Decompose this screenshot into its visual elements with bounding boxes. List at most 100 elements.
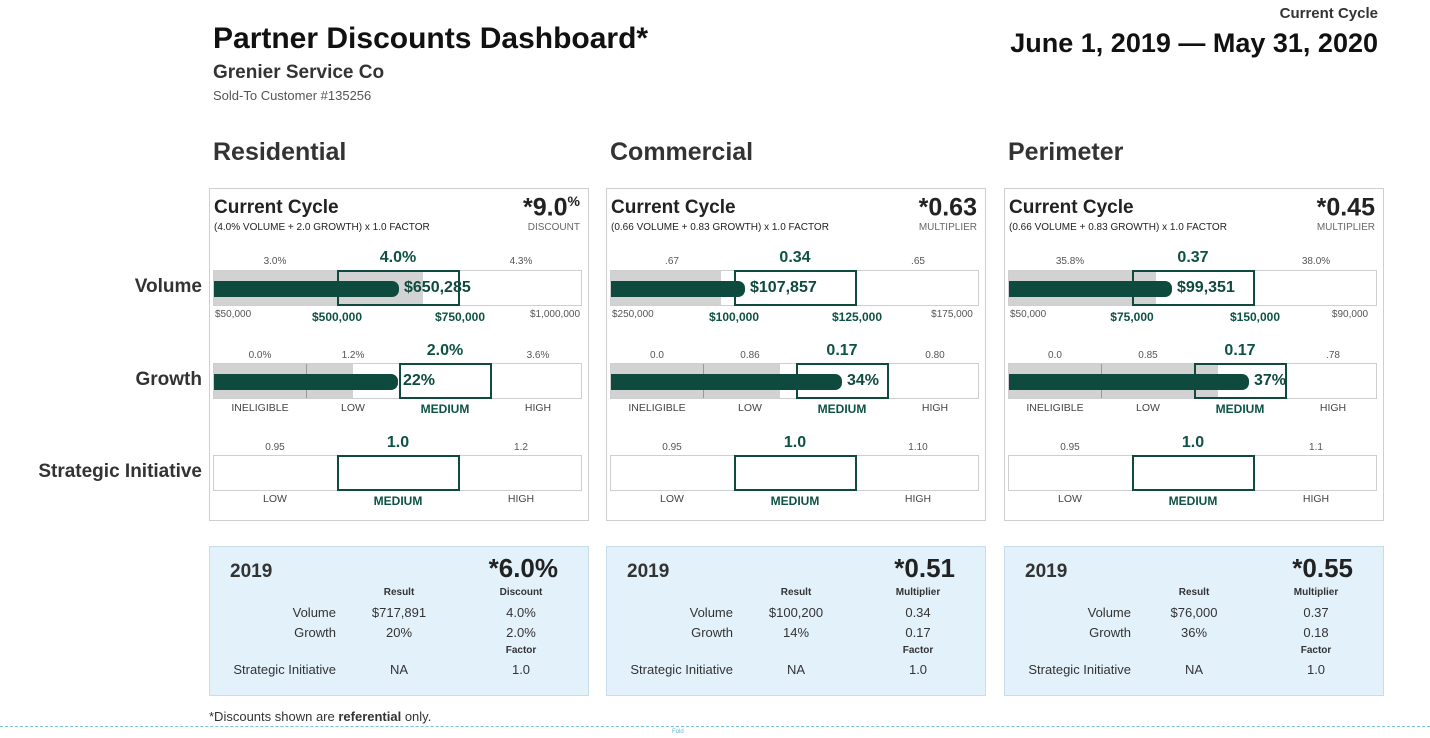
- volume-bar-fill: [1009, 281, 1172, 297]
- volume-target-box: [337, 270, 460, 306]
- card-value-prefix: *: [523, 193, 533, 222]
- prior-year-summary: 2019 *6.0% Result Discount Volume $717,8…: [209, 546, 589, 696]
- volume-bar-value: $650,285: [404, 279, 471, 296]
- growth-tick-1: 0.0: [1048, 350, 1062, 361]
- section-title: Perimeter: [1008, 138, 1124, 166]
- strategic-tick-mid: 1.0: [1181, 434, 1205, 451]
- volume-axis-min: $250,000: [612, 309, 654, 320]
- strategic-tick-right: 1.2: [514, 442, 528, 453]
- growth-tier-high: HIGH: [1319, 402, 1347, 414]
- card-title: Current Cycle: [1009, 197, 1134, 218]
- growth-tick-2: 0.85: [1138, 350, 1158, 361]
- prior-year-summary: 2019 *0.55 Result Multiplier Volume $76,…: [1004, 546, 1384, 696]
- summary-col-result: Result: [1178, 587, 1210, 598]
- growth-tick-2: 1.2%: [341, 350, 365, 361]
- summary-col-header: Multiplier: [1293, 587, 1339, 598]
- strategic-tier-high: HIGH: [1302, 493, 1330, 505]
- current-cycle-dates: June 1, 2019 — May 31, 2020: [1010, 28, 1378, 58]
- summary-row-volume: Volume: [689, 605, 733, 620]
- volume-tick-right: .65: [911, 256, 925, 267]
- summary-row-volume: Volume: [292, 605, 336, 620]
- growth-target-box: [796, 363, 889, 399]
- strategic-tier-low: LOW: [1058, 493, 1082, 505]
- volume-tick-right: 38.0%: [1301, 256, 1331, 267]
- volume-tick-left: .67: [665, 256, 679, 267]
- strategic-tier-low: LOW: [263, 493, 287, 505]
- growth-bar-fill: [1009, 374, 1249, 390]
- strategic-tier-medium: MEDIUM: [770, 494, 820, 508]
- summary-growth-value: 2.0%: [506, 625, 536, 640]
- card-value-number: 0.63: [928, 193, 977, 222]
- summary-strategic-value: 1.0: [511, 662, 531, 677]
- volume-axis-low: $500,000: [311, 310, 363, 324]
- row-label-volume: Volume: [134, 276, 202, 297]
- card-value: *0.63: [919, 193, 977, 222]
- card-value-prefix: *: [918, 193, 929, 222]
- volume-tick-mid: 4.0%: [379, 249, 417, 266]
- strategic-target-box: [734, 455, 857, 491]
- card-title: Current Cycle: [214, 197, 339, 218]
- strategic-target-box: [1132, 455, 1255, 491]
- volume-axis-max: $1,000,000: [529, 309, 581, 320]
- growth-tier-low: LOW: [738, 402, 762, 414]
- strategic-tier-high: HIGH: [904, 493, 932, 505]
- growth-bar: 22%: [213, 363, 582, 399]
- strategic-tier-high: HIGH: [507, 493, 535, 505]
- strategic-tier-low: LOW: [660, 493, 684, 505]
- card-value-prefix: *: [1316, 193, 1327, 222]
- section-title: Commercial: [610, 138, 754, 166]
- strategic-bar: [1008, 455, 1377, 491]
- growth-bar-fill: [214, 374, 398, 390]
- strategic-tick-left: 0.95: [265, 442, 285, 453]
- strategic-tick-mid: 1.0: [783, 434, 807, 451]
- footnote: *Discounts shown are referential only.: [209, 709, 431, 724]
- growth-tier-medium: MEDIUM: [817, 402, 867, 416]
- summary-value: *0.51: [894, 553, 955, 583]
- growth-tier-ineligible: INELIGIBLE: [1026, 402, 1084, 414]
- footnote-suffix: only.: [401, 709, 432, 724]
- summary-growth-result: 14%: [782, 625, 810, 640]
- volume-axis-max: $90,000: [1331, 309, 1369, 320]
- growth-tier-high: HIGH: [921, 402, 949, 414]
- card-value: *9.0%: [523, 193, 580, 222]
- current-cycle-card: Current Cycle (0.66 VOLUME + 0.83 GROWTH…: [606, 188, 986, 521]
- summary-volume-value: 0.34: [905, 605, 931, 620]
- fold-line: [0, 726, 1430, 727]
- growth-target-box: [399, 363, 492, 399]
- summary-col-factor: Factor: [1300, 645, 1332, 656]
- summary-col-result: Result: [780, 587, 812, 598]
- growth-bar-fill: [611, 374, 842, 390]
- summary-row-strategic: Strategic Initiative: [233, 662, 336, 677]
- summary-year: 2019: [627, 561, 670, 582]
- section-perimeter: Perimeter Current Cycle (0.66 VOLUME + 0…: [1004, 138, 1384, 698]
- growth-tier-medium: MEDIUM: [1215, 402, 1265, 416]
- volume-tick-mid: 0.34: [779, 249, 811, 266]
- page-title: Partner Discounts Dashboard*: [213, 22, 649, 55]
- summary-volume-result: $717,891: [371, 605, 427, 620]
- growth-bar-value: 22%: [403, 372, 436, 389]
- volume-bar-fill: [611, 281, 745, 297]
- summary-volume-value: 0.37: [1303, 605, 1329, 620]
- current-cycle-card: Current Cycle (4.0% VOLUME + 2.0 GROWTH)…: [209, 188, 589, 521]
- growth-tick-3: 2.0%: [426, 342, 464, 359]
- current-cycle-card: Current Cycle (0.66 VOLUME + 0.83 GROWTH…: [1004, 188, 1384, 521]
- strategic-tick-left: 0.95: [1060, 442, 1080, 453]
- volume-axis-high: $150,000: [1229, 310, 1281, 324]
- strategic-tick-left: 0.95: [662, 442, 682, 453]
- strategic-bar: [610, 455, 979, 491]
- card-unit: MULTIPLIER: [918, 222, 977, 233]
- section-title: Residential: [213, 138, 347, 166]
- summary-growth-result: 20%: [385, 625, 413, 640]
- growth-tick-2: 0.86: [740, 350, 760, 361]
- volume-bar: $650,285: [213, 270, 582, 306]
- summary-value: *6.0%: [488, 553, 558, 583]
- summary-growth-value: 0.17: [905, 625, 931, 640]
- card-unit: MULTIPLIER: [1316, 222, 1375, 233]
- strategic-tick-right: 1.1: [1309, 442, 1323, 453]
- current-cycle-label: Current Cycle: [1279, 5, 1378, 22]
- card-unit: DISCOUNT: [527, 222, 580, 233]
- summary-col-header: Multiplier: [895, 587, 941, 598]
- growth-bar: 37%: [1008, 363, 1377, 399]
- summary-col-factor: Factor: [902, 645, 934, 656]
- volume-tick-mid: 0.37: [1177, 249, 1209, 266]
